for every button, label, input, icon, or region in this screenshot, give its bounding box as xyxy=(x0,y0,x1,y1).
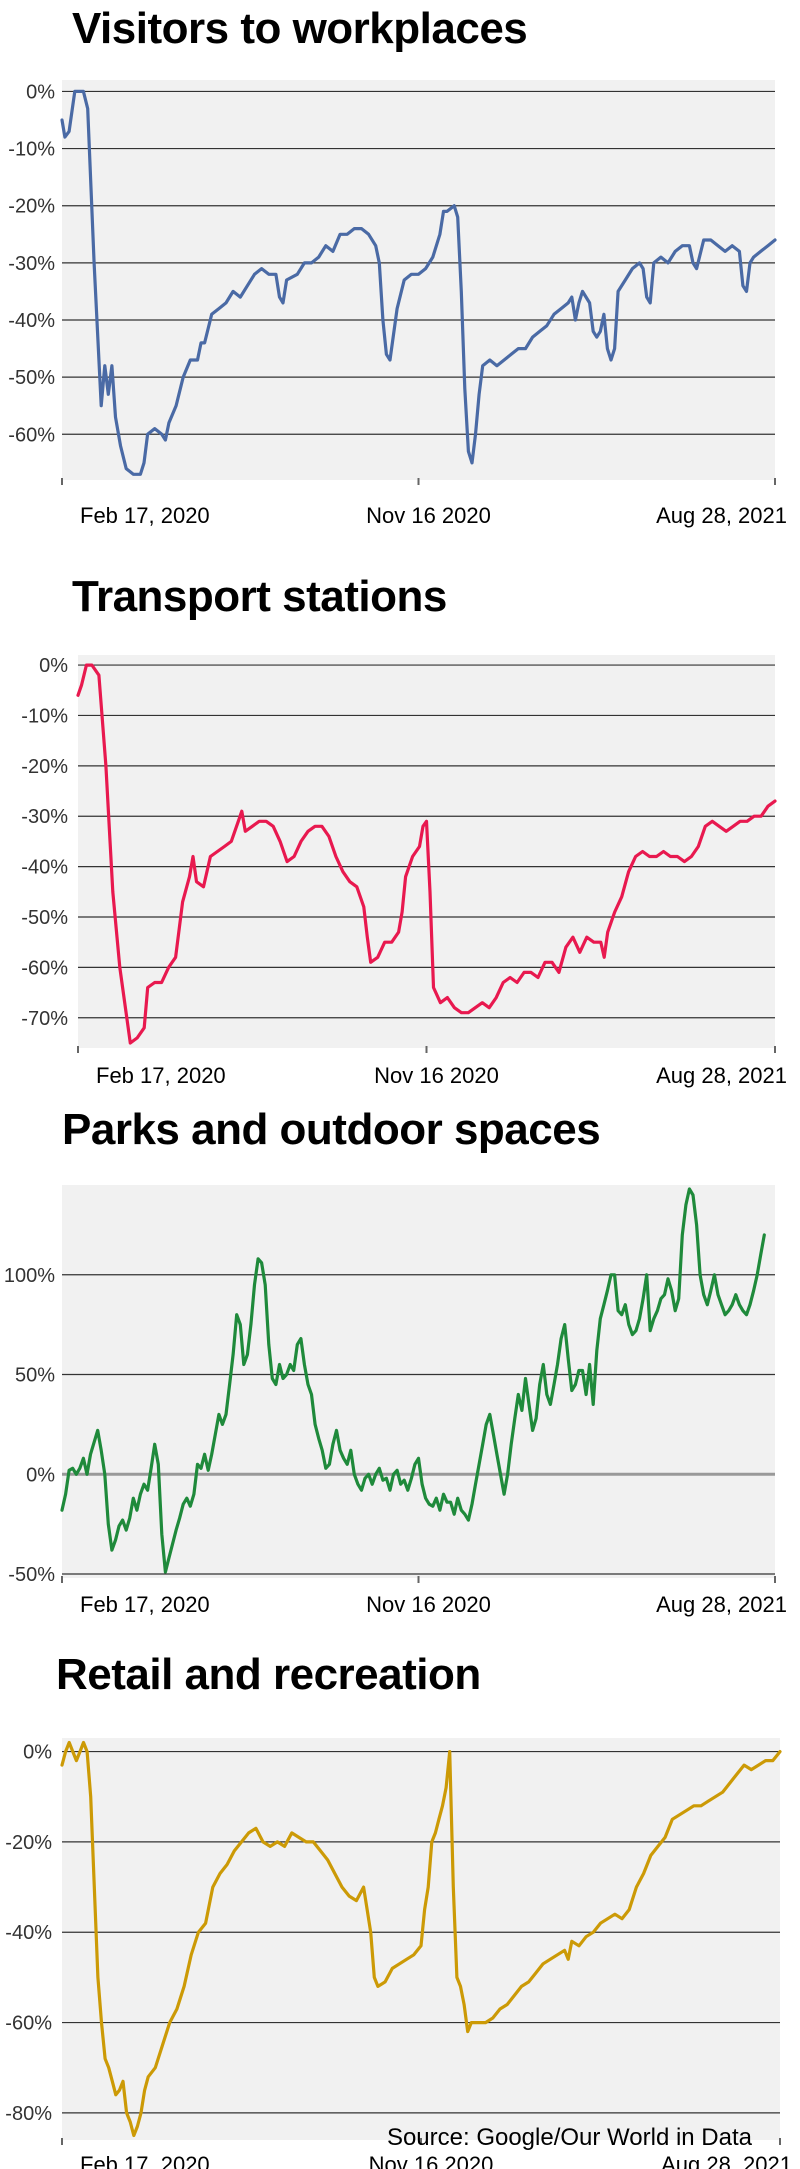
y-tick-label: -20% xyxy=(8,196,55,218)
x-tick-label: Nov 16 2020 xyxy=(369,2152,494,2169)
y-tick-label: -20% xyxy=(5,1832,52,1854)
x-tick-label: Nov 16 2020 xyxy=(366,1592,491,1617)
y-tick-label: -40% xyxy=(21,857,68,879)
y-tick-label: -50% xyxy=(8,367,55,389)
y-tick-label: -30% xyxy=(8,253,55,275)
y-tick-label: -40% xyxy=(5,1922,52,1944)
x-tick-label: Feb 17, 2020 xyxy=(96,1063,226,1088)
y-tick-label: -10% xyxy=(21,705,68,727)
x-tick-label: Aug 28, 2021 xyxy=(656,1063,787,1088)
y-tick-label: 0% xyxy=(26,81,55,103)
chart-parks: Parks and outdoor spaces 100% 50% 0% -50% Fe… xyxy=(4,1105,787,1617)
y-tick-label: -40% xyxy=(8,310,55,332)
x-tick-label: Feb 17, 2020 xyxy=(80,503,210,528)
chart-title: Parks and outdoor spaces xyxy=(62,1105,601,1154)
y-tick-label: -50% xyxy=(8,1564,55,1586)
y-tick-label: 50% xyxy=(15,1365,55,1387)
y-tick-label: -30% xyxy=(21,806,68,828)
series-line xyxy=(60,89,777,476)
y-tick-label: -50% xyxy=(21,907,68,929)
series-line xyxy=(76,663,777,1045)
x-tick-label: Aug 28, 2021 xyxy=(656,503,787,528)
chart-transport: Transport stations 0% -10% -20% -30% -40% -50… xyxy=(21,572,787,1088)
y-tick-label: -60% xyxy=(5,2013,52,2035)
y-tick-label: 100% xyxy=(4,1265,55,1287)
x-tick-label: Nov 16 2020 xyxy=(374,1063,499,1088)
y-tick-label: -70% xyxy=(21,1008,68,1030)
chart-svg: 100% 50% 0% -50% Feb 17, 2020 Nov 16 2020 Aug … xyxy=(4,1185,787,1617)
chart-workplaces: Visitors to workplaces 0% -10% -20% -30% -40… xyxy=(0,0,800,528)
plot-background xyxy=(62,80,775,480)
y-tick-label: 0% xyxy=(26,1464,55,1486)
series-line xyxy=(60,1187,766,1574)
y-tick-label: -20% xyxy=(21,756,68,778)
chart-title: Transport stations xyxy=(72,572,447,621)
x-tick-label: Nov 16 2020 xyxy=(366,503,491,528)
chart-svg: 0% -10% -20% -30% -40% -50% -60% -70% Feb 17, 20… xyxy=(21,655,787,1088)
chart-title: Visitors to workplaces xyxy=(72,4,528,53)
y-tick-label: -10% xyxy=(8,139,55,161)
x-tick-label: Aug 28, 2021 xyxy=(661,2152,792,2169)
y-tick-label: 0% xyxy=(23,1742,52,1764)
series-line xyxy=(60,1740,782,2138)
y-tick-label: -60% xyxy=(8,424,55,446)
y-tick-label: -80% xyxy=(5,2103,52,2125)
x-tick-label: Feb 17, 2020 xyxy=(80,2152,210,2169)
chart-title: Retail and recreation xyxy=(56,1650,481,1699)
chart-svg: 0% -10% -20% -30% -40% -50% -60% Feb 17, 2020 No… xyxy=(8,80,787,528)
y-tick-label: -60% xyxy=(21,957,68,979)
x-tick-label: Feb 17, 2020 xyxy=(80,1592,210,1617)
x-tick-label: Aug 28, 2021 xyxy=(656,1592,787,1617)
y-tick-label: 0% xyxy=(39,655,68,677)
source-credit: Source: Google/Our World in Data xyxy=(386,2124,752,2151)
